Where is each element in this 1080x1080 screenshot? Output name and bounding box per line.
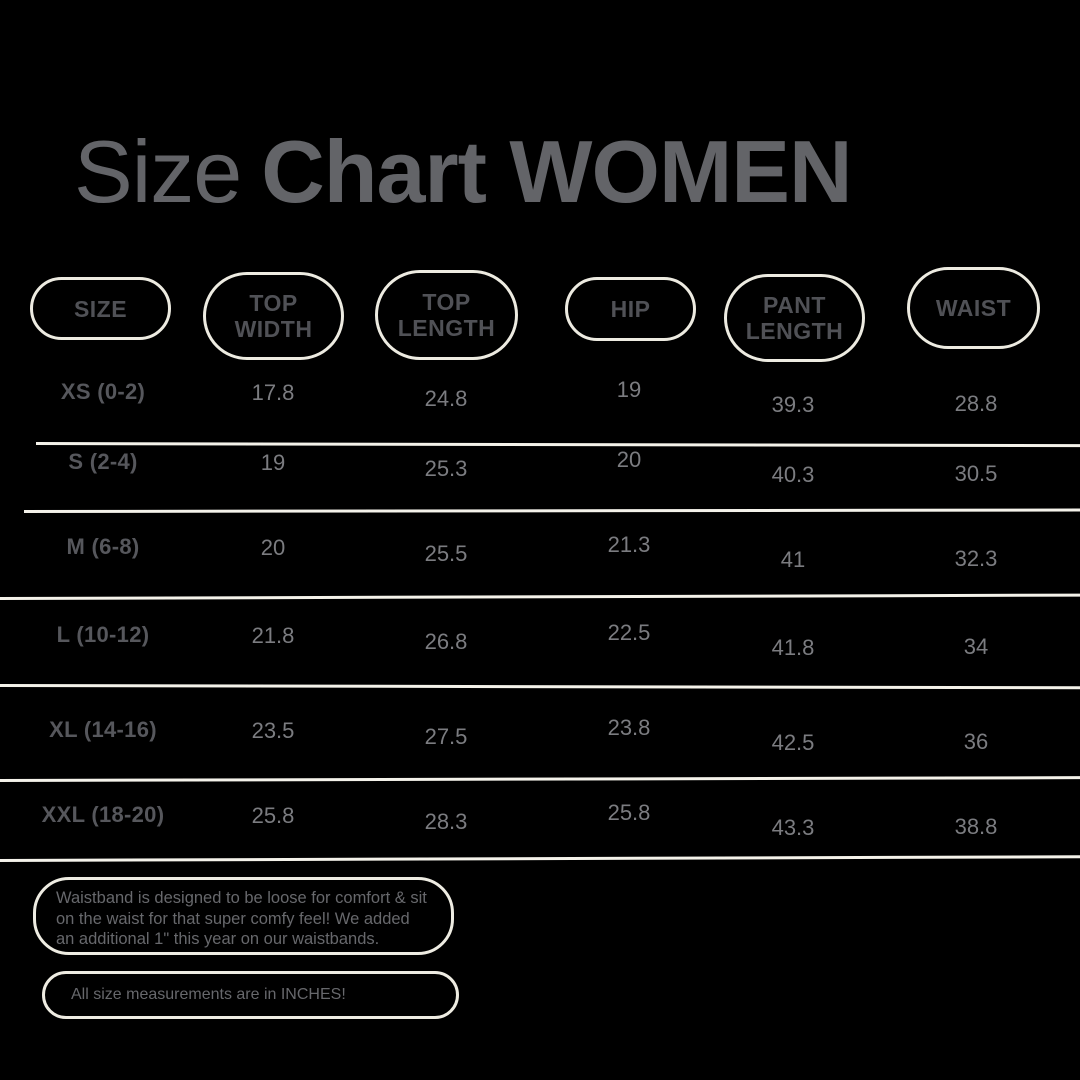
column-header-size: SIZE: [30, 277, 171, 340]
column-header-top-width: TOP WIDTH: [203, 272, 344, 360]
cell-xs-top-length: 24.8: [424, 386, 468, 411]
cell-l-waist: 34: [963, 634, 989, 659]
row-label-xs: XS (0-2): [60, 379, 146, 404]
column-header-waist: WAIST: [907, 267, 1040, 349]
row-divider: [0, 776, 1080, 782]
column-header-pant-length: PANT LENGTH: [724, 274, 865, 362]
cell-l-top-width: 21.8: [251, 623, 295, 648]
cell-m-hip: 21.3: [607, 532, 651, 557]
units-note: All size measurements are in INCHES!: [42, 971, 459, 1019]
cell-m-waist: 32.3: [954, 546, 998, 571]
row-label-xxl: XXL (18-20): [41, 802, 165, 827]
cell-xs-pant-length: 39.3: [771, 392, 815, 417]
cell-xl-waist: 36: [963, 729, 989, 754]
column-header-top-length: TOP LENGTH: [375, 270, 518, 360]
cell-s-pant-length: 40.3: [771, 462, 815, 487]
row-divider: [0, 684, 1080, 690]
cell-xxl-top-length: 28.3: [424, 809, 468, 834]
cell-xl-pant-length: 42.5: [771, 730, 815, 755]
title-word-size: Size: [74, 122, 242, 221]
cell-xxl-hip: 25.8: [607, 800, 651, 825]
page-title: Size Chart WOMEN: [74, 122, 853, 221]
cell-s-hip: 20: [616, 447, 642, 472]
cell-xl-hip: 23.8: [607, 715, 651, 740]
row-label-s: S (2-4): [68, 449, 138, 474]
waistband-note: Waistband is designed to be loose for co…: [33, 877, 454, 955]
row-divider: [23, 508, 1080, 513]
cell-xs-top-width: 17.8: [251, 380, 295, 405]
cell-l-top-length: 26.8: [424, 629, 468, 654]
cell-s-top-length: 25.3: [424, 456, 468, 481]
cell-xl-top-length: 27.5: [424, 724, 468, 749]
row-label-xl: XL (14-16): [49, 717, 157, 742]
row-label-m: M (6-8): [66, 534, 140, 559]
cell-xs-waist: 28.8: [954, 391, 998, 416]
cell-xxl-waist: 38.8: [954, 814, 998, 839]
row-divider: [0, 593, 1080, 600]
cell-m-top-length: 25.5: [424, 541, 468, 566]
cell-xxl-pant-length: 43.3: [771, 815, 815, 840]
cell-xs-hip: 19: [616, 377, 642, 402]
cell-l-pant-length: 41.8: [771, 635, 815, 660]
column-header-hip: HIP: [565, 277, 696, 341]
title-words-chart-women: Chart WOMEN: [261, 122, 852, 221]
row-label-l: L (10-12): [56, 622, 150, 647]
cell-xxl-top-width: 25.8: [251, 803, 295, 828]
cell-l-hip: 22.5: [607, 620, 651, 645]
row-divider: [0, 855, 1080, 862]
cell-s-waist: 30.5: [954, 461, 998, 486]
cell-xl-top-width: 23.5: [251, 718, 295, 743]
cell-s-top-width: 19: [260, 450, 286, 475]
cell-m-top-width: 20: [260, 535, 286, 560]
cell-m-pant-length: 41: [780, 547, 806, 572]
